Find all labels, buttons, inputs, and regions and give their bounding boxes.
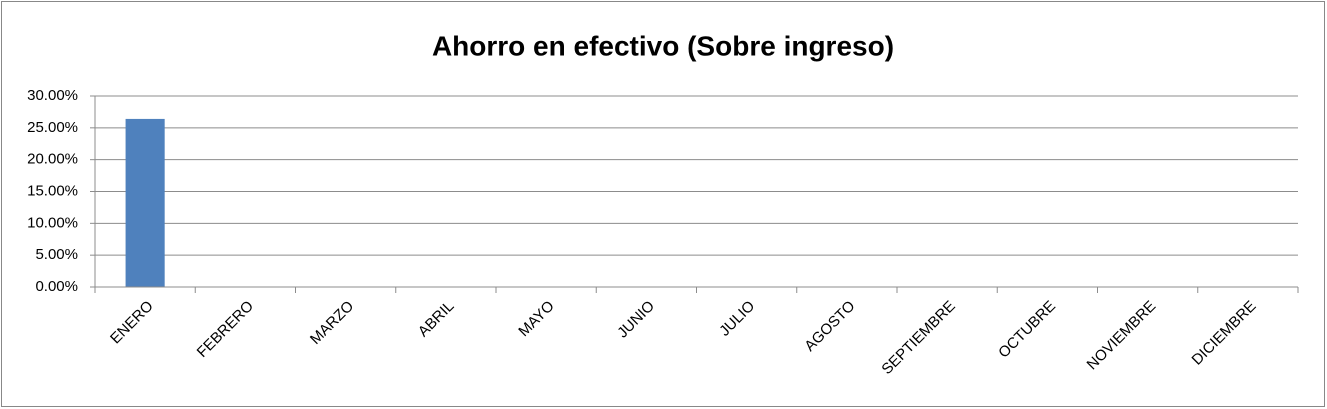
y-tick-label: 25.00% — [27, 119, 78, 136]
y-tick-label: 5.00% — [35, 246, 78, 263]
bar — [125, 118, 165, 287]
y-tick-label: 30.00% — [27, 87, 78, 104]
y-tick-label: 0.00% — [35, 278, 78, 295]
y-tick-label: 15.00% — [27, 182, 78, 199]
y-tick-label: 10.00% — [27, 214, 78, 231]
y-tick-label: 20.00% — [27, 151, 78, 168]
chart-title: Ahorro en efectivo (Sobre ingreso) — [432, 30, 894, 61]
